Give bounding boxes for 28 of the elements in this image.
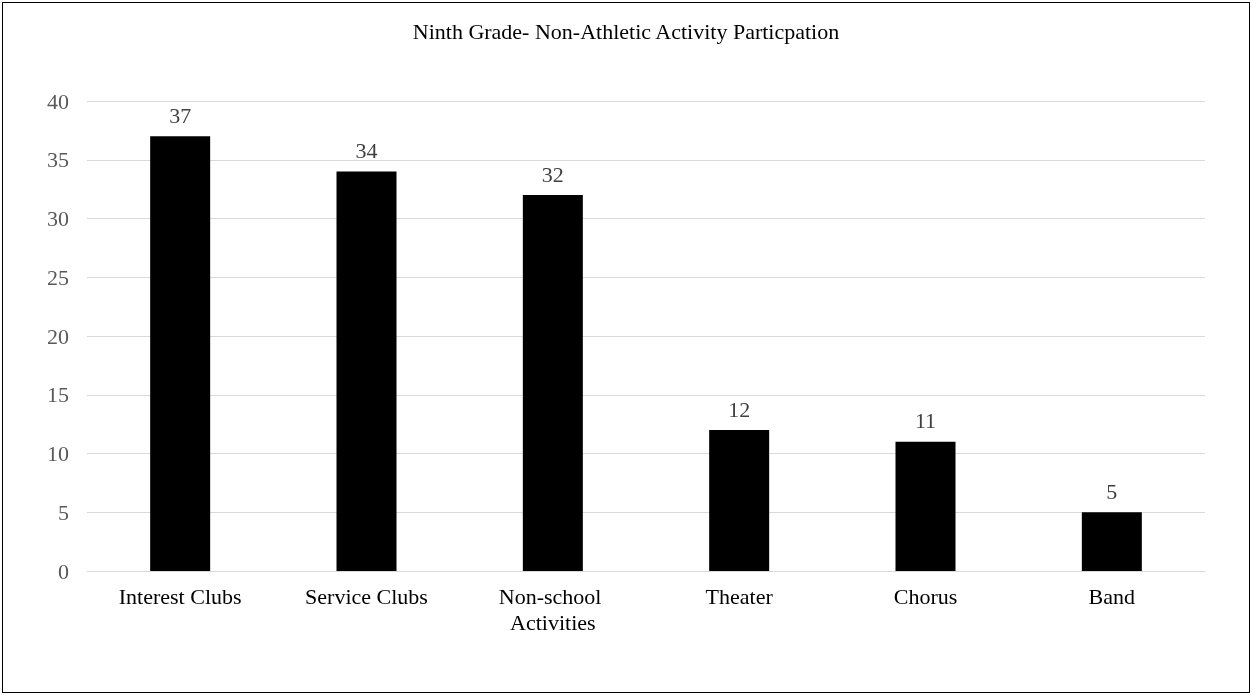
chart-title: Ninth Grade- Non-Athletic Activity Particpation <box>412 18 840 44</box>
data-label: 12 <box>728 396 751 422</box>
bar <box>336 171 397 571</box>
data-label: 34 <box>355 138 378 163</box>
bar <box>895 441 956 571</box>
y-tick-label: 40 <box>47 88 69 114</box>
x-tick-label: Band <box>1088 583 1136 609</box>
y-tick-label: 15 <box>47 382 69 408</box>
bar <box>709 430 770 571</box>
data-label: 32 <box>541 161 564 187</box>
y-tick-label: 10 <box>47 441 69 466</box>
data-label: 11 <box>914 408 937 434</box>
data-label: 37 <box>169 102 192 128</box>
x-tick-label: Service Clubs <box>305 583 428 609</box>
x-tick-label: Theater <box>705 583 774 609</box>
bar <box>522 195 583 571</box>
y-tick-label: 35 <box>47 147 69 173</box>
x-tick-label: Interest Clubs <box>118 583 242 609</box>
x-tick-label: Chorus <box>893 583 958 609</box>
y-tick-label: 5 <box>58 499 69 525</box>
bar <box>150 136 211 571</box>
bar <box>1081 512 1142 571</box>
data-label: 5 <box>1106 478 1118 504</box>
x-tick-label: Non-school Activities <box>498 583 607 635</box>
y-tick-label: 25 <box>47 264 69 290</box>
y-tick-label: 20 <box>47 323 69 349</box>
y-tick-label: 30 <box>47 206 69 231</box>
y-tick-label: 0 <box>58 558 69 584</box>
